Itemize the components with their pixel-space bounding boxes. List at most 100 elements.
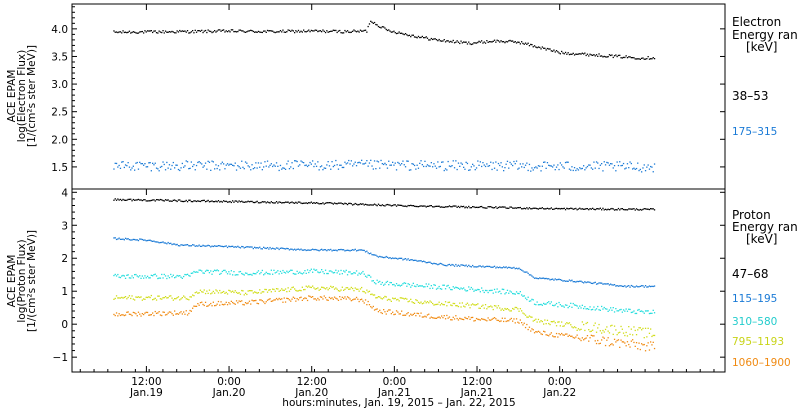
data-point: [237, 302, 239, 304]
data-point: [155, 312, 158, 314]
data-point: [450, 304, 452, 306]
data-point: [248, 201, 251, 203]
data-point: [389, 257, 391, 259]
data-point: [228, 164, 230, 166]
data-point: [617, 285, 620, 287]
data-point: [119, 297, 122, 299]
data-point: [509, 206, 511, 208]
data-point: [149, 239, 151, 241]
y-tick-label: 1.5: [51, 162, 68, 174]
data-point: [162, 297, 164, 299]
data-point: [217, 200, 220, 202]
data-point: [643, 337, 645, 339]
data-point: [642, 208, 644, 211]
data-point: [583, 282, 585, 284]
data-point: [203, 245, 205, 247]
x-tick-date-label: Jan.22: [542, 387, 576, 399]
data-point: [401, 204, 403, 207]
data-point: [506, 267, 509, 269]
data-point: [284, 248, 287, 250]
data-point: [624, 56, 626, 59]
data-point: [215, 289, 217, 291]
data-point: [301, 286, 303, 288]
data-point: [210, 200, 212, 203]
data-point: [583, 307, 585, 310]
data-point: [639, 310, 641, 312]
data-point: [197, 245, 199, 247]
data-point: [652, 171, 654, 173]
data-point: [379, 204, 381, 206]
data-point: [406, 160, 408, 162]
y-tick-label: 4.0: [51, 24, 68, 36]
x-tick-time-label: 0:00: [217, 376, 241, 388]
data-point: [562, 325, 564, 327]
data-point: [644, 350, 647, 352]
data-point: [491, 306, 493, 308]
data-point: [355, 203, 358, 205]
data-point: [592, 168, 594, 170]
data-point: [292, 167, 294, 170]
data-point: [198, 30, 200, 32]
data-point: [349, 271, 351, 273]
data-point: [372, 204, 374, 206]
data-point: [135, 239, 137, 241]
data-point: [308, 249, 310, 251]
data-point: [159, 166, 162, 168]
data-point: [568, 208, 571, 210]
data-point: [425, 165, 427, 168]
data-point: [332, 249, 334, 251]
data-point: [260, 248, 262, 250]
data-point: [152, 31, 154, 34]
data-point: [141, 275, 143, 277]
data-point: [580, 328, 582, 330]
data-point: [428, 39, 430, 41]
data-point: [432, 317, 434, 319]
data-point: [344, 296, 346, 298]
data-point: [463, 287, 465, 289]
data-point: [621, 285, 623, 287]
data-point: [446, 206, 448, 208]
data-point: [468, 205, 470, 208]
data-point: [540, 303, 542, 306]
data-point: [483, 207, 485, 209]
data-point: [199, 245, 202, 247]
data-point: [321, 31, 323, 33]
data-point: [168, 200, 171, 202]
data-point: [634, 329, 636, 332]
data-point: [563, 53, 565, 55]
data-point: [288, 299, 291, 301]
data-point: [296, 298, 298, 300]
data-point: [514, 322, 516, 324]
data-point: [558, 321, 560, 323]
data-point: [603, 55, 605, 58]
data-point: [451, 319, 453, 321]
data-point: [359, 299, 362, 301]
data-point: [234, 303, 236, 305]
data-point: [163, 32, 165, 34]
data-point: [434, 303, 436, 306]
data-point: [555, 332, 558, 335]
data-point: [148, 200, 150, 202]
data-point: [212, 245, 214, 248]
data-point: [588, 55, 590, 57]
data-point: [408, 34, 411, 36]
data-point: [115, 295, 118, 297]
data-point: [434, 317, 436, 319]
data-point: [415, 299, 417, 301]
data-point: [206, 245, 208, 247]
data-point: [136, 199, 138, 201]
data-point: [533, 167, 536, 169]
data-point: [555, 302, 558, 305]
data-point: [416, 260, 418, 262]
data-point: [366, 276, 368, 278]
data-point: [239, 29, 242, 31]
data-point: [479, 307, 481, 309]
data-point: [567, 52, 569, 54]
data-point: [554, 304, 556, 306]
data-point: [620, 57, 622, 59]
data-point: [590, 330, 592, 332]
data-point: [270, 300, 272, 302]
data-point: [496, 288, 498, 290]
data-point: [175, 244, 177, 246]
data-point: [243, 294, 245, 296]
